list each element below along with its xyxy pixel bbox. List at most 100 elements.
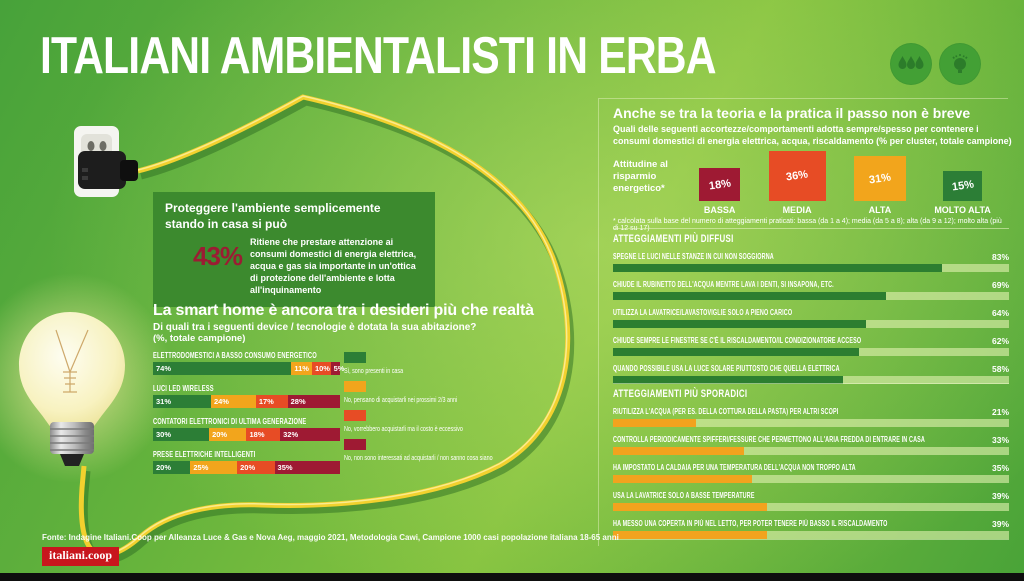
smart-home-bars: ELETTRODOMESTICI A BASSO CONSUMO ENERGET… (153, 351, 344, 483)
behavior-bar-track (613, 292, 1009, 300)
stacked-bar: 31% 24% 17% 28% (153, 395, 340, 408)
behavior-row: SPEGNE LE LUCI NELLE STANZE IN CUI NON S… (613, 252, 1009, 272)
behavior-bar-track (613, 376, 1009, 384)
behavior-label: USA LA LAVATRICE SOLO A BASSE TEMPERATUR… (613, 491, 755, 500)
behavior-row-head: UTILIZZA LA LAVATRICE/LAVASTOVIGLIE SOLO… (613, 308, 1009, 318)
behavior-bar-fill (613, 475, 752, 483)
behavior-row: CHIUDE SEMPRE LE FINESTRE SE C'È IL RISC… (613, 336, 1009, 356)
attitude-box: 36% (768, 151, 826, 201)
behavior-bar-track (613, 348, 1009, 356)
behavior-row: USA LA LAVATRICE SOLO A BASSE TEMPERATUR… (613, 491, 1009, 511)
attitude-category-label: MEDIA (782, 205, 812, 215)
stacked-bar-segment: 31% (153, 395, 211, 408)
stacked-bar-segment: 35% (274, 461, 340, 474)
behavior-row-head: HA IMPOSTATO LA CALDAIA PER UNA TEMPERAT… (613, 463, 1009, 473)
bottom-edge-strip (0, 573, 1024, 581)
behavior-label: CONTROLLA PERIODICAMENTE SPIFFERI/FESSUR… (613, 435, 925, 444)
attitude-items: 18% BASSA 36% MEDIA 31% ALTA 15% MOLTO ALTA (685, 151, 1005, 215)
legend-item: No, pensano di acquistarli nei prossimi … (344, 381, 559, 404)
behavior-bar-fill (613, 292, 887, 300)
legend-item: Sì, sono presenti in casa (344, 352, 559, 375)
attitude-item: 31% ALTA (853, 156, 906, 215)
divider (613, 383, 1009, 384)
behavior-bar-track (613, 503, 1009, 511)
legend-swatch (344, 439, 366, 450)
sporadici-heading: ATTEGGIAMENTI PIÙ SPORADICI (613, 388, 748, 400)
attitude-box: 18% (699, 168, 741, 201)
behavior-row: QUANDO POSSIBILE USA LA LUCE SOLARE PIUT… (613, 364, 1009, 384)
behavior-bar-track (613, 531, 1009, 539)
smart-home-note: (%, totale campione) (153, 333, 246, 344)
behavior-label: SPEGNE LE LUCI NELLE STANZE IN CUI NON S… (613, 252, 774, 261)
smart-home-section: La smart home è ancora tra i desideri pi… (153, 302, 573, 344)
segment-value-label: 30% (156, 430, 172, 439)
segment-value-label: 20% (212, 430, 228, 439)
stacked-bar-row: LUCI LED WIRELESS 31% 24% 17% 28% (153, 384, 340, 408)
behavior-label: HA IMPOSTATO LA CALDAIA PER UNA TEMPERAT… (613, 463, 856, 472)
behavior-row: CONTROLLA PERIODICAMENTE SPIFFERI/FESSUR… (613, 435, 1009, 455)
stacked-bar-row: PRESE ELETTRICHE INTELLIGENTI 20% 25% 20% 35… (153, 450, 340, 474)
behavior-label: QUANDO POSSIBILE USA LA LUCE SOLARE PIUT… (613, 364, 840, 373)
cable-speech-bubble (78, 94, 575, 564)
stacked-bar-segment: 30% (153, 428, 210, 441)
box-heading: Proteggere l'ambiente semplicemente stan… (165, 201, 381, 231)
segment-value-label: 11% (294, 364, 309, 373)
attitude-value: 31% (868, 171, 892, 186)
legend-swatch (344, 381, 366, 392)
lightbulb-badge-icon (939, 43, 981, 85)
attitude-item: 15% MOLTO ALTA (934, 171, 991, 215)
behavior-value: 21% (991, 407, 1009, 417)
legend-swatch (344, 352, 366, 363)
segment-value-label: 32% (283, 430, 299, 439)
lightbulb-illustration (19, 312, 125, 466)
behavior-value: 39% (991, 491, 1009, 501)
behavior-row-head: CHIUDE SEMPRE LE FINESTRE SE C'È IL RISC… (613, 336, 1009, 346)
source-note: Fonte: Indagine Italiani.Coop per Allean… (42, 533, 619, 542)
stacked-bar-segment: 20% (153, 461, 191, 474)
behavior-row-head: CHIUDE IL RUBINETTO DELL'ACQUA MENTRE LA… (613, 280, 1009, 290)
behavior-bar-track (613, 475, 1009, 483)
behavior-row-head: QUANDO POSSIBILE USA LA LUCE SOLARE PIUT… (613, 364, 1009, 374)
stacked-bar-segment: 32% (280, 428, 340, 441)
legend-label: No, non sono interessati ad acquistarli … (344, 453, 493, 462)
behavior-bars-sporadici: RIUTILIZZA L'ACQUA (PER ES. DELLA COTTUR… (613, 407, 1009, 539)
plug-icon (78, 151, 138, 189)
attitude-box: 15% (943, 171, 983, 201)
attitude-category-label: BASSA (703, 205, 736, 215)
segment-value-label: 24% (213, 397, 229, 406)
behavior-row: UTILIZZA LA LAVATRICE/LAVASTOVIGLIE SOLO… (613, 308, 1009, 328)
segment-value-label: 25% (193, 463, 209, 472)
behavior-bar-fill (613, 503, 768, 511)
behavior-value: 69% (991, 280, 1009, 290)
behavior-value: 33% (991, 435, 1009, 445)
sporadici-section: ATTEGGIAMENTI PIÙ SPORADICI RIUTILIZZA L… (613, 388, 1009, 547)
behavior-bar-fill (613, 320, 867, 328)
behavior-bar-track (613, 447, 1009, 455)
attitude-axis-label: Attitudine al risparmio energetico* (613, 159, 668, 194)
attitude-value: 36% (785, 168, 809, 184)
stacked-bar: 30% 20% 18% 32% (153, 428, 340, 441)
smart-home-legend: Sì, sono presenti in casa No, pensano di … (344, 352, 559, 468)
diffusi-heading: ATTEGGIAMENTI PIÙ DIFFUSI (613, 233, 734, 245)
attitude-box: 31% (853, 156, 906, 201)
segment-value-label: 10% (314, 364, 330, 373)
attitude-category-label: ALTA (868, 205, 892, 215)
smart-home-heading: La smart home è ancora tra i desideri pi… (153, 302, 534, 319)
stacked-bar-row: CONTATORI ELETTRONICI DI ULTIMA GENERAZI… (153, 417, 340, 441)
theory-practice-panel: Anche se tra la teoria e la pratica il p… (598, 98, 1012, 547)
behavior-row-head: RIUTILIZZA L'ACQUA (PER ES. DELLA COTTUR… (613, 407, 1009, 417)
attitude-value: 15% (950, 178, 975, 194)
segment-value-label: 17% (258, 397, 274, 406)
stacked-bar-segment: 28% (287, 395, 340, 408)
segment-value-label: 28% (290, 397, 306, 406)
behavior-bar-track (613, 419, 1009, 427)
behavior-bar-fill (613, 447, 744, 455)
filament (55, 329, 89, 393)
stacked-bar-segment: 10% (311, 362, 331, 375)
stacked-bar-segment: 20% (237, 461, 275, 474)
stacked-bar-segment: 17% (255, 395, 288, 408)
behavior-value: 35% (991, 463, 1009, 473)
